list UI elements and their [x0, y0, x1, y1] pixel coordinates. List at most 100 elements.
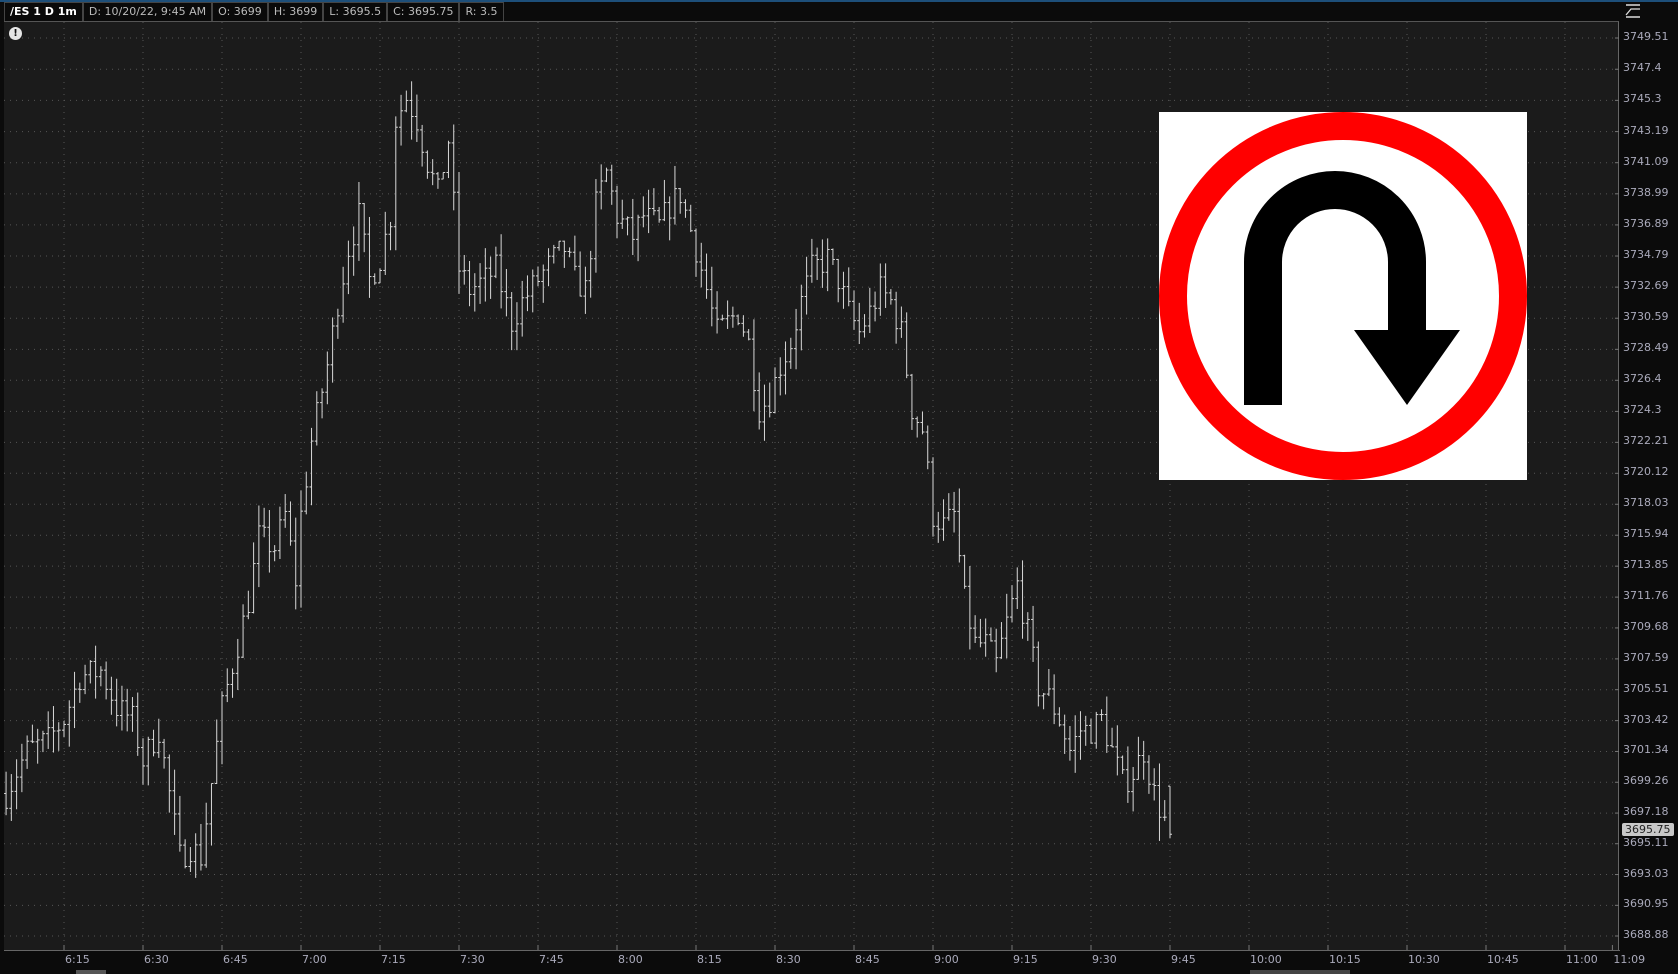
ohlc-bar: [551, 244, 556, 264]
ohlc-bar: [667, 196, 672, 241]
ohlc-bar: [599, 164, 604, 210]
chart-style-icon[interactable]: [1624, 3, 1642, 19]
ohlc-bar: [567, 247, 572, 258]
ohlc-bar: [135, 692, 140, 756]
ohlc-bar: [936, 511, 941, 543]
ohlc-bar: [857, 302, 862, 345]
price-tick-label: 3745.3: [1623, 92, 1662, 106]
time-tick-label: 7:00: [302, 953, 327, 966]
ohlc-bar: [283, 494, 288, 528]
time-tick-label: 9:00: [934, 953, 959, 966]
ohlc-bar: [904, 312, 909, 379]
ohlc-bar: [1157, 763, 1162, 841]
exclamation-circle-icon[interactable]: !: [9, 27, 22, 40]
ohlc-bar: [1083, 715, 1088, 746]
horizontal-scrollbar[interactable]: [76, 970, 106, 974]
price-tick-label: 3720.12: [1623, 465, 1669, 479]
ohlc-bar: [1131, 766, 1136, 812]
ohlc-bar: [862, 314, 867, 338]
ohlc-bar: [920, 411, 925, 435]
last-price-tag: 3695.75: [1622, 823, 1674, 836]
ohlc-bar: [978, 618, 983, 648]
price-tick-label: 3690.95: [1623, 897, 1669, 911]
ohlc-bar: [820, 239, 825, 288]
ohlc-bar: [804, 256, 809, 315]
time-tick-label: 10:30: [1408, 953, 1440, 966]
price-tick-label: 3743.19: [1623, 123, 1669, 137]
price-tick-label: 3711.76: [1623, 589, 1669, 603]
ohlc-bar: [304, 471, 309, 515]
ohlc-bar: [967, 566, 972, 650]
scrollbar-track[interactable]: [1250, 970, 1350, 974]
ohlc-bar: [715, 291, 720, 334]
ohlc-bar: [883, 263, 888, 308]
ohlc-bar: [335, 308, 340, 339]
ohlc-bar: [214, 719, 219, 784]
price-tick-label: 3736.89: [1623, 216, 1669, 230]
ohlc-bar: [346, 240, 351, 295]
chart-header: /ES 1 D 1m D: 10/20/22, 9:45 AM O: 3699 …: [4, 2, 504, 21]
ohlc-bar: [641, 196, 646, 228]
price-tick-label: 3732.69: [1623, 279, 1669, 293]
ohlc-bar: [720, 314, 725, 321]
ohlc-bar: [77, 682, 82, 703]
ohlc-bar: [562, 240, 567, 268]
ohlc-bar: [46, 711, 51, 749]
ohlc-bar: [662, 179, 667, 222]
ohlc-bar: [98, 666, 103, 687]
ohlc-bar: [1094, 711, 1099, 749]
time-tick-label: 11:00: [1566, 953, 1598, 966]
ohlc-bar: [362, 202, 367, 253]
ohlc-bar: [946, 493, 951, 521]
ohlc-bar: [151, 729, 156, 757]
ohlc-bar: [493, 246, 498, 279]
price-tick-label: 3718.03: [1623, 496, 1669, 510]
ohlc-bar: [509, 292, 514, 351]
ohlc-bar: [578, 251, 583, 297]
ohlc-bar: [725, 300, 730, 329]
ohlc-bar: [825, 238, 830, 292]
ohlc-bar: [973, 615, 978, 643]
price-tick-label: 3713.85: [1623, 558, 1669, 572]
ohlc-bar: [1136, 736, 1141, 780]
ohlc-bar: [1104, 696, 1109, 753]
price-tick-label: 3699.26: [1623, 774, 1669, 788]
date-readout: D: 10/20/22, 9:45 AM: [82, 2, 213, 21]
ohlc-bar: [399, 94, 404, 146]
symbol-label[interactable]: /ES 1 D 1m: [4, 2, 83, 21]
ohlc-bar: [1125, 746, 1130, 803]
ohlc-bar: [225, 668, 230, 703]
low-readout: L: 3695.5: [323, 2, 388, 21]
ohlc-bar: [341, 266, 346, 323]
price-tick-label: 3703.42: [1623, 712, 1669, 726]
ohlc-bar: [9, 774, 14, 821]
ohlc-bar: [646, 189, 651, 234]
ohlc-bar: [198, 823, 203, 871]
ohlc-bar: [141, 738, 145, 785]
ohlc-bar: [1162, 800, 1167, 822]
ohlc-bar: [1052, 674, 1057, 725]
ohlc-bar: [62, 720, 66, 738]
ohlc-bar: [446, 140, 451, 179]
ohlc-bar: [841, 271, 846, 309]
time-axis-line: [4, 950, 1620, 951]
ohlc-bar: [925, 425, 930, 470]
ohlc-bar: [83, 664, 88, 695]
ohlc-bar: [204, 802, 209, 868]
ohlc-bar: [678, 187, 683, 214]
ohlc-bar: [988, 627, 993, 642]
ohlc-bar: [1078, 711, 1083, 760]
ohlc-bar: [30, 724, 35, 744]
ohlc-bar: [235, 638, 240, 690]
ohlc-bar: [188, 846, 193, 873]
price-tick-label: 3709.68: [1623, 619, 1669, 633]
ohlc-bar: [741, 315, 746, 337]
time-tick-label: 9:45: [1171, 953, 1196, 966]
ohlc-bar: [167, 754, 172, 813]
u-turn-road-sign: [1159, 112, 1527, 480]
ohlc-bar: [483, 248, 488, 302]
ohlc-bar: [757, 372, 762, 430]
open-readout: O: 3699: [212, 2, 268, 21]
ohlc-bar: [520, 280, 525, 337]
chart-canvas[interactable]: [4, 22, 1619, 951]
